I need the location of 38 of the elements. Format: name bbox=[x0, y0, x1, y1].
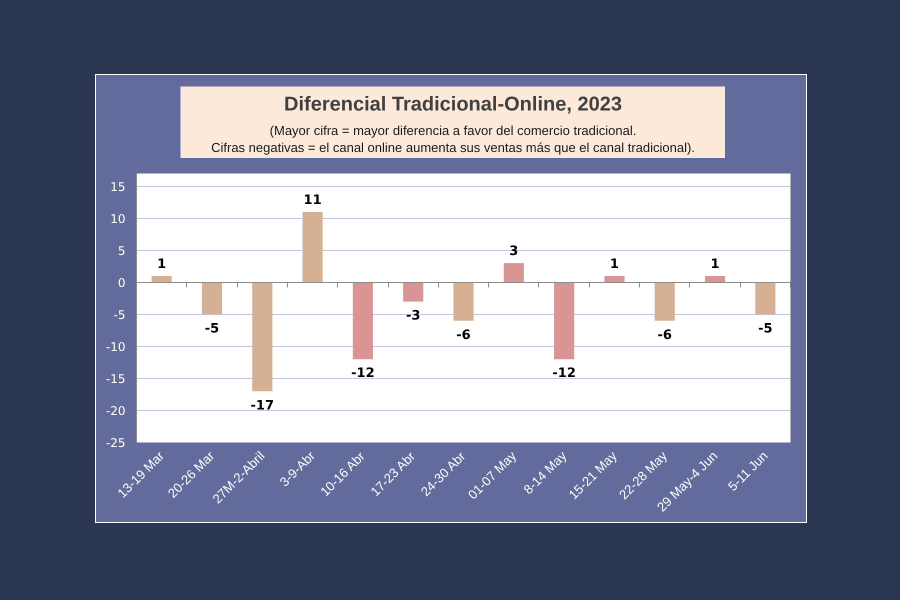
y-tick-label: -10 bbox=[106, 340, 126, 354]
bar bbox=[403, 282, 424, 302]
bar bbox=[604, 276, 624, 282]
bar bbox=[352, 282, 373, 360]
chart-subtitle: (Mayor cifra = mayor diferencia a favor del comercio tradicional. Cifras negativas = el canal online aumenta sus ventas más que el canal tradicional). bbox=[211, 123, 695, 155]
x-tick-label: 5-11 Jun bbox=[724, 448, 771, 494]
data-label: -12 bbox=[351, 366, 375, 382]
data-label: -6 bbox=[456, 328, 471, 343]
bar bbox=[453, 282, 474, 321]
y-tick-label: 0 bbox=[118, 276, 126, 290]
y-tick-label: -5 bbox=[114, 308, 126, 322]
y-tick-label: 10 bbox=[110, 212, 126, 226]
data-label: -5 bbox=[758, 321, 773, 336]
y-tick-label: -25 bbox=[106, 436, 126, 450]
data-label: 1 bbox=[710, 256, 720, 272]
y-tick-label: -15 bbox=[106, 372, 126, 386]
bar bbox=[704, 276, 726, 282]
data-label: -12 bbox=[552, 366, 576, 382]
data-label: 1 bbox=[610, 256, 619, 272]
y-tick-label: 5 bbox=[118, 244, 126, 258]
bar bbox=[252, 282, 272, 392]
data-label: -17 bbox=[250, 398, 274, 414]
data-label: -6 bbox=[658, 328, 672, 343]
y-tick-label: -20 bbox=[106, 404, 126, 418]
bar bbox=[152, 276, 172, 282]
bar bbox=[654, 282, 675, 321]
bar bbox=[504, 263, 524, 282]
bar bbox=[202, 282, 222, 314]
data-label: 11 bbox=[304, 192, 322, 208]
data-label: 1 bbox=[157, 256, 166, 272]
chart-title: Diferencial Tradicional-Online, 2023 bbox=[284, 94, 622, 116]
bar bbox=[554, 282, 574, 360]
data-label: 3 bbox=[509, 244, 518, 260]
bar bbox=[755, 282, 776, 314]
y-tick-label: 15 bbox=[110, 180, 126, 194]
data-label: -5 bbox=[204, 321, 220, 336]
bar bbox=[302, 212, 323, 282]
data-label: -3 bbox=[406, 308, 420, 324]
